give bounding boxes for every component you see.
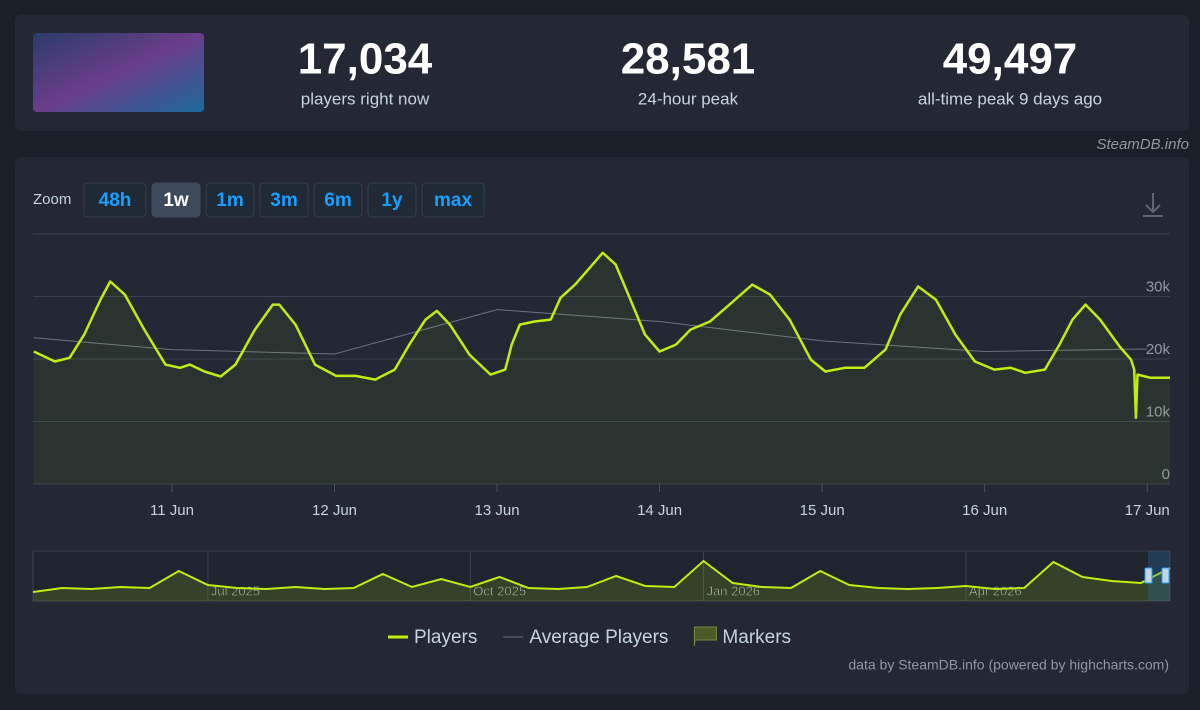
download-icon[interactable]	[1143, 193, 1163, 217]
zoom-button[interactable]: 3m	[259, 182, 309, 218]
zoom-button-label: 48h	[99, 190, 132, 211]
zoom-button[interactable]: 1y	[367, 182, 417, 218]
zoom-button-label: 3m	[270, 190, 297, 211]
x-tick-label: 14 Jun	[637, 502, 682, 519]
navigator-window[interactable]	[1148, 551, 1170, 601]
x-tick-label: 11 Jun	[150, 502, 194, 519]
zoom-button-bg	[421, 182, 485, 218]
players-area	[33, 252, 1170, 484]
series-line	[33, 251, 1170, 420]
zoom-button[interactable]: 48h	[83, 182, 147, 218]
x-tick-label: 16 Jun	[962, 502, 1007, 519]
zoom-button-bg	[313, 182, 363, 218]
legend-label[interactable]: Players	[414, 627, 477, 648]
zoom-button-label: 6m	[324, 190, 351, 211]
navigator-handle[interactable]	[1144, 567, 1153, 584]
zoom-button-bg	[205, 182, 255, 218]
zoom-button-bg	[83, 182, 147, 218]
navigator-label: Oct 2025	[473, 583, 526, 598]
y-tick-label: 30k	[1146, 278, 1171, 295]
zoom-button[interactable]: 6m	[313, 182, 363, 218]
source: SteamDB.info	[1096, 136, 1189, 153]
zoom-button-bg	[151, 182, 201, 218]
zoom-button-label: max	[434, 190, 472, 211]
stats-panel	[15, 15, 1189, 131]
y-tick-label: 10k	[1146, 403, 1171, 420]
x-tick-label: 12 Jun	[312, 502, 357, 519]
x-tick-label: 15 Jun	[800, 502, 845, 519]
stat-label: players right now	[301, 89, 430, 108]
legend-label[interactable]: Average Players	[529, 627, 668, 648]
navigator-bg	[32, 550, 1171, 602]
zoom-button-bg	[259, 182, 309, 218]
legend-label[interactable]: Markers	[722, 627, 791, 648]
navigator-handle[interactable]	[1161, 567, 1170, 584]
zoom-button[interactable]: max	[421, 182, 485, 218]
stat-value: 17,034	[298, 35, 433, 84]
navigator-label: Jan 2026	[707, 583, 761, 598]
navigator-area	[33, 561, 1170, 601]
credits: data by SteamDB.info (powered by highcha…	[848, 657, 1169, 673]
stat-label: all-time peak 9 days ago	[918, 89, 1102, 108]
game-cover	[33, 33, 204, 112]
zoom-button-bg	[367, 182, 417, 218]
series-line	[33, 309, 1148, 355]
zoom-button-label: 1y	[381, 190, 403, 211]
download-glyph	[1143, 193, 1163, 217]
x-tick-label: 13 Jun	[475, 502, 520, 519]
stat-label: 24-hour peak	[638, 89, 739, 108]
navigator-line	[32, 559, 1171, 593]
x-tick-label: 17 Jun	[1125, 502, 1170, 519]
y-tick-label: 20k	[1146, 341, 1171, 358]
zoom-button[interactable]: 1m	[205, 182, 255, 218]
stat-value: 28,581	[621, 35, 756, 84]
y-tick-label: 0	[1162, 466, 1170, 483]
zoom-button[interactable]: 1w	[151, 182, 201, 218]
legend-symbol	[693, 626, 717, 646]
zoom-button-label: 1m	[216, 190, 243, 211]
stat-value: 49,497	[943, 35, 1078, 84]
zoom-label: Zoom	[33, 191, 71, 208]
zoom-button-label: 1w	[163, 190, 189, 211]
